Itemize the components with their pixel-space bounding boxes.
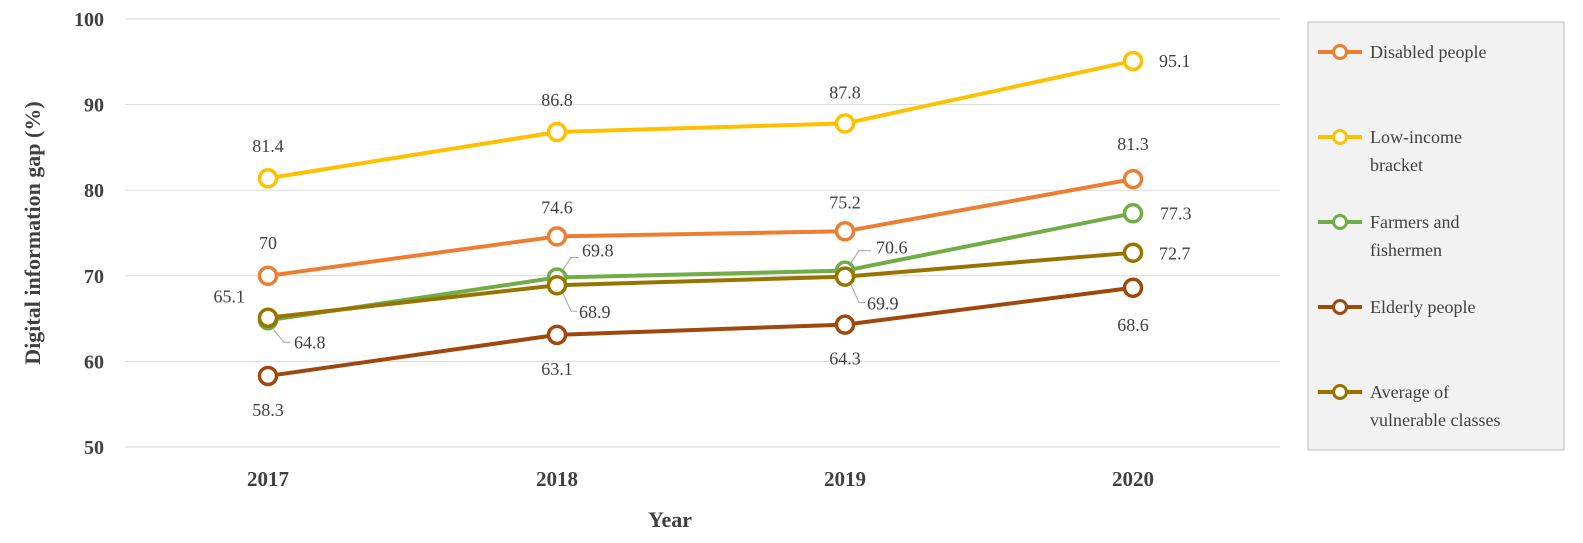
data-label: 69.8 — [582, 241, 614, 261]
data-label: 70 — [259, 233, 277, 253]
data-label: 74.6 — [541, 197, 573, 217]
data-label: 63.1 — [541, 359, 573, 379]
legend-label: Average of — [1370, 382, 1449, 402]
data-point — [1122, 50, 1144, 72]
x-tick-label: 2017 — [247, 467, 289, 491]
y-axis-title: Digital information gap (%) — [20, 101, 45, 364]
leader-line — [850, 250, 871, 263]
legend-marker — [1332, 129, 1348, 145]
data-label: 77.3 — [1160, 203, 1192, 223]
legend-label: fishermen — [1370, 240, 1442, 260]
data-point — [546, 121, 568, 143]
data-label: 68.6 — [1117, 315, 1149, 335]
data-label: 75.2 — [829, 192, 861, 212]
data-label: 65.1 — [214, 287, 246, 307]
legend-marker — [1332, 384, 1348, 400]
leader-line — [562, 293, 577, 312]
data-point — [1122, 242, 1144, 263]
data-label: 81.4 — [252, 136, 284, 156]
leader-line — [850, 284, 865, 304]
data-label: 58.3 — [252, 400, 284, 420]
legend-label: Elderly people — [1370, 297, 1475, 317]
series-line — [267, 285, 1134, 378]
legend-marker — [1332, 299, 1348, 315]
data-point — [1122, 277, 1144, 299]
legend-label: Disabled people — [1370, 42, 1486, 62]
data-point — [257, 307, 279, 328]
legend-label: Farmers and — [1370, 212, 1459, 232]
x-tick-label: 2020 — [1112, 467, 1154, 491]
data-label: 70.6 — [876, 238, 908, 258]
legend-marker — [1332, 44, 1348, 60]
data-point — [1122, 168, 1144, 190]
data-label: 95.1 — [1159, 51, 1191, 71]
y-tick-label: 50 — [84, 437, 104, 459]
legend-marker — [1332, 214, 1348, 230]
data-label: 68.9 — [579, 302, 611, 322]
legend-label: vulnerable classes — [1370, 410, 1500, 430]
series-line — [267, 211, 1134, 323]
y-tick-label: 80 — [84, 180, 104, 202]
series-line — [267, 177, 1134, 278]
data-label: 69.9 — [867, 294, 899, 314]
y-tick-label: 70 — [84, 266, 104, 288]
y-tick-label: 90 — [84, 95, 104, 117]
data-point — [257, 167, 279, 189]
y-tick-label: 100 — [74, 9, 104, 31]
legend-box — [1307, 21, 1565, 451]
leader-line — [562, 257, 579, 270]
data-point — [546, 226, 568, 247]
series-line — [267, 250, 1134, 320]
axes: Year Digital information gap (%) 50 60 70 8… — [20, 9, 1154, 532]
data-point — [1122, 203, 1144, 224]
data-label: 86.8 — [541, 90, 573, 110]
legend-label: bracket — [1370, 155, 1423, 175]
legend-label: Low-income — [1370, 127, 1462, 147]
data-point — [546, 274, 568, 296]
data-point — [546, 324, 568, 346]
data-labels: 70 74.6 75.2 81.3 81.4 86.8 87.8 95.1 64.8 69.8 70… — [214, 51, 1192, 420]
data-point — [834, 113, 856, 134]
data-point — [257, 365, 279, 387]
data-point — [834, 314, 856, 335]
legend: Disabled people Low-income bracket Farmers … — [1307, 21, 1565, 451]
y-tick-label: 60 — [84, 351, 104, 373]
series-group — [257, 50, 1144, 387]
series-line — [267, 58, 1134, 181]
data-label: 87.8 — [829, 82, 861, 102]
data-point — [257, 265, 279, 287]
data-label: 81.3 — [1117, 134, 1149, 154]
data-label: 64.8 — [294, 332, 326, 352]
data-point — [834, 221, 856, 242]
leader-line — [273, 329, 290, 343]
x-tick-label: 2019 — [824, 467, 866, 491]
data-label: 64.3 — [829, 349, 861, 369]
x-tick-label: 2018 — [536, 467, 578, 491]
data-label: 72.7 — [1159, 244, 1191, 264]
data-point — [834, 266, 856, 287]
x-axis-title: Year — [648, 507, 692, 532]
